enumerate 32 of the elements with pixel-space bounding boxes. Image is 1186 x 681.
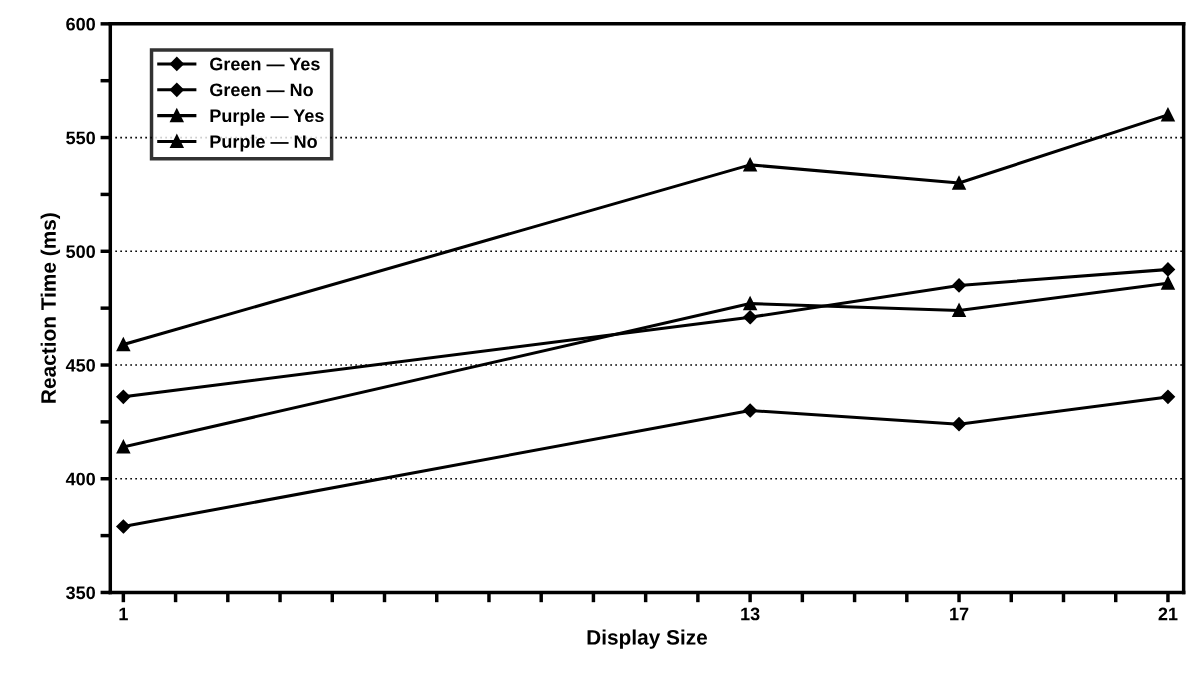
x-tick-label: 21 <box>1158 607 1178 621</box>
point <box>116 389 131 404</box>
point <box>952 417 966 432</box>
point <box>743 158 757 172</box>
point <box>743 403 758 418</box>
x-tick-label: 17 <box>950 607 969 621</box>
point <box>743 297 757 311</box>
y-tick-label: 500 <box>66 245 95 259</box>
point <box>1161 276 1175 290</box>
x-tick-label: 13 <box>741 607 760 621</box>
legend-label: Green — Yes <box>210 57 320 71</box>
legend-label: Purple — Yes <box>210 108 324 126</box>
y-tick-label: 350 <box>66 586 95 600</box>
y-tick-label: 550 <box>66 131 95 145</box>
legend-label: Purple — No <box>210 134 317 152</box>
point <box>952 278 966 293</box>
point <box>1161 108 1175 122</box>
point <box>1161 389 1175 404</box>
point <box>116 440 130 454</box>
point <box>116 337 130 352</box>
point <box>1161 262 1175 277</box>
point <box>952 303 966 318</box>
point <box>116 519 131 534</box>
y-tick-label: 450 <box>65 358 95 372</box>
point <box>743 310 758 325</box>
y-tick-label: 600 <box>66 17 95 31</box>
y-axis-title: Reaction Time (ms) <box>40 213 61 403</box>
y-tick-label: 400 <box>65 472 95 486</box>
x-axis-title: Display Size <box>587 629 708 649</box>
x-tick-label: 1 <box>119 607 128 621</box>
point <box>952 176 966 190</box>
legend-label: Green — No <box>210 83 313 97</box>
